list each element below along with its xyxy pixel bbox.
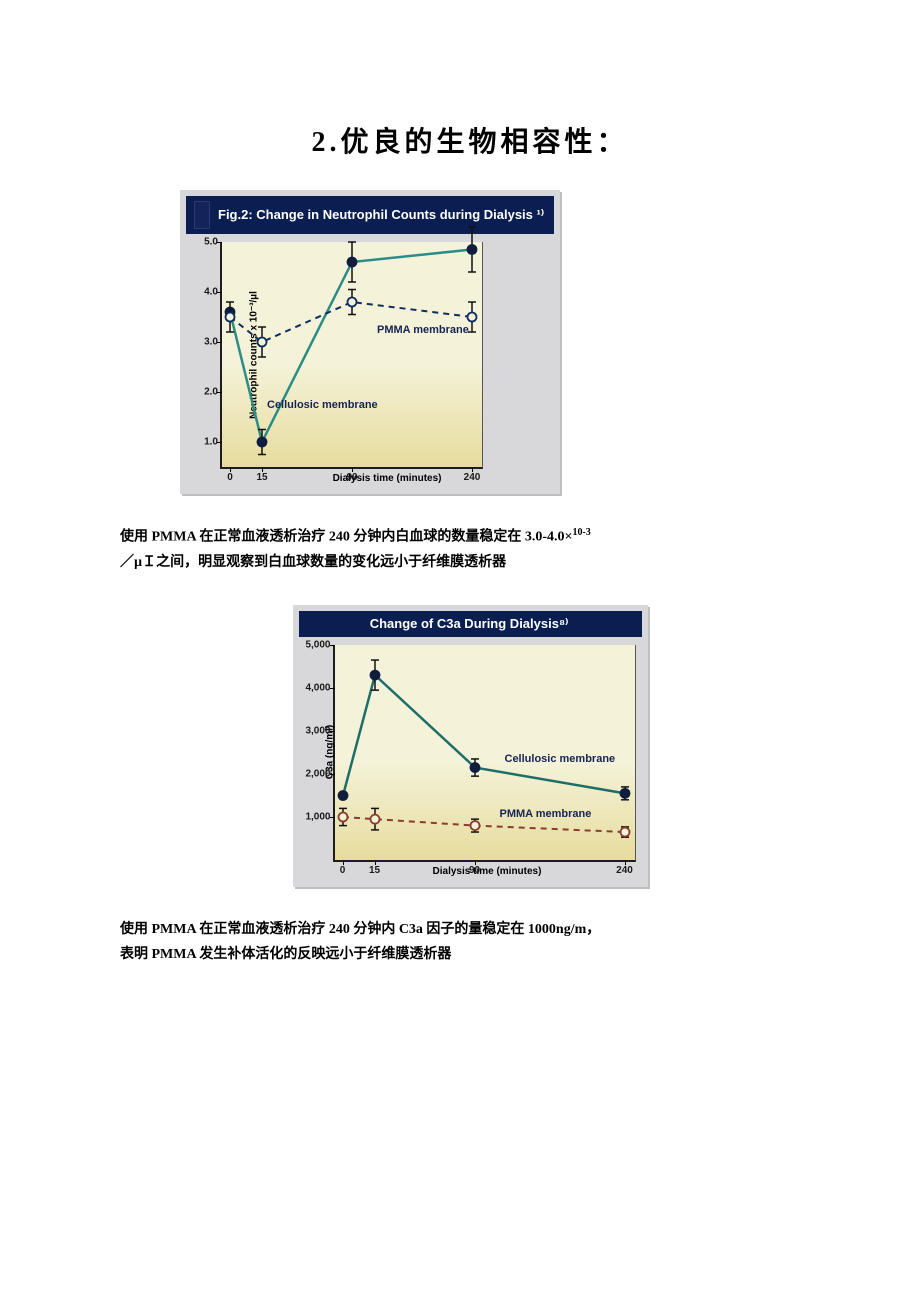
caption-1: 使用 PMMA 在正常血液透析治疗 240 分钟内白血球的数量稳定在 3.0-4… xyxy=(120,524,820,575)
figure-1-title-bar: Fig.2: Change in Neutrophil Counts durin… xyxy=(186,196,554,234)
page-title: 2.优良的生物相容性： xyxy=(120,120,820,160)
figure-1-title: Fig.2: Change in Neutrophil Counts durin… xyxy=(218,207,544,223)
figure-1-wrap: Fig.2: Change in Neutrophil Counts durin… xyxy=(180,190,820,494)
caption-2: 使用 PMMA 在正常血液透析治疗 240 分钟内 C3a 因子的量稳定在 10… xyxy=(120,917,820,967)
figure-1: Fig.2: Change in Neutrophil Counts durin… xyxy=(180,190,560,494)
title-block-icon xyxy=(194,201,210,229)
figure-2-plot: C3a (ng/ml) 1,0002,0003,0004,0005,000015… xyxy=(333,645,636,862)
figure-2-title: Change of C3a During Dialysis⁸⁾ xyxy=(370,616,569,632)
figure-2-title-bar: Change of C3a During Dialysis⁸⁾ xyxy=(299,611,642,637)
figure-2: Change of C3a During Dialysis⁸⁾ C3a (ng/… xyxy=(293,605,648,887)
figure-2-wrap: Change of C3a During Dialysis⁸⁾ C3a (ng/… xyxy=(120,605,820,887)
figure-1-plot: Neutrophil counts x 10⁻³/µl 1.02.03.04.0… xyxy=(220,242,483,469)
document-page: 2.优良的生物相容性： Fig.2: Change in Neutrophil … xyxy=(0,0,920,1097)
figure-1-xlabel: Dialysis time (minutes) xyxy=(220,473,554,484)
